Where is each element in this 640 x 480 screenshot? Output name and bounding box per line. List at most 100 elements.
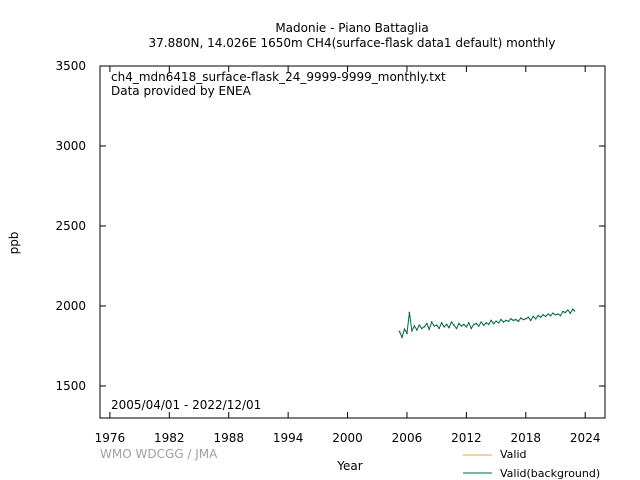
data-point	[567, 309, 569, 311]
data-point	[542, 314, 544, 316]
data-point	[557, 313, 559, 315]
data-point	[475, 322, 478, 325]
data-point	[527, 316, 530, 319]
data-point	[552, 312, 554, 315]
data-point	[547, 313, 549, 315]
data-point	[534, 318, 537, 320]
data-point	[465, 326, 468, 328]
y-tick-label: 3000	[55, 139, 86, 153]
data-point	[554, 314, 557, 316]
data-point	[455, 327, 458, 330]
data-point	[544, 315, 547, 318]
data-point	[532, 315, 534, 318]
y-tick-label: 1500	[55, 379, 86, 393]
date-range-annotation: 2005/04/01 - 2022/12/01	[111, 398, 261, 412]
data-point	[573, 310, 576, 312]
data-point	[507, 320, 510, 323]
data-point	[537, 314, 539, 317]
data-point	[480, 321, 483, 323]
x-axis-label: Year	[336, 459, 362, 473]
data-point	[562, 310, 564, 313]
data-point	[510, 318, 512, 320]
data-point	[463, 323, 465, 326]
data-point	[572, 308, 574, 311]
data-point	[406, 332, 408, 335]
data-point	[512, 319, 515, 322]
chart-subtitle: 37.880N, 14.026E 1650m CH4(surface-flask…	[149, 36, 556, 50]
data-point	[426, 322, 428, 325]
data-point	[525, 318, 527, 320]
data-point	[569, 312, 572, 315]
data-point	[401, 336, 403, 339]
data-point	[421, 327, 423, 330]
data-point	[505, 319, 507, 322]
data-point	[403, 328, 406, 331]
data-point	[559, 314, 562, 317]
data-point	[448, 326, 450, 329]
data-point	[433, 325, 436, 327]
data-point	[502, 321, 505, 323]
data-point	[497, 322, 500, 324]
data-point	[468, 322, 470, 324]
y-tick-label: 3500	[55, 59, 86, 73]
chart-title: Madonie - Piano Battaglia	[275, 21, 428, 35]
y-tick-label: 2500	[55, 219, 86, 233]
data-point	[539, 316, 542, 319]
x-tick-label: 1982	[154, 431, 185, 445]
data-point	[529, 319, 532, 322]
x-tick-label: 2012	[451, 431, 482, 445]
data-point	[438, 327, 440, 330]
data-point	[515, 318, 517, 321]
x-tick-label: 1988	[213, 431, 244, 445]
data-point	[443, 326, 445, 328]
data-point	[428, 328, 431, 331]
y-tick-label: 2000	[55, 299, 86, 313]
data-point	[458, 322, 460, 325]
legend: Valid Valid(background)	[463, 448, 600, 480]
data-point	[418, 324, 421, 327]
legend-label-background: Valid(background)	[500, 467, 600, 480]
y-axis-label: ppb	[7, 232, 21, 255]
wdcgg-credit: WMO WDCGG / JMA	[100, 447, 218, 461]
data-point	[430, 321, 433, 323]
file-name-annotation: ch4_mdn6418_surface-flask_24_9999-9999_m…	[111, 70, 446, 84]
data-point	[416, 329, 418, 331]
x-tick-label: 2006	[392, 431, 423, 445]
data-point	[517, 320, 520, 323]
y-axis: 1500 2000 2500 3000 3500	[55, 59, 605, 393]
data-point	[445, 323, 448, 326]
data-point	[482, 324, 485, 327]
data-point	[398, 330, 401, 333]
data-point	[460, 325, 463, 327]
data-point	[413, 325, 416, 327]
data-point	[564, 311, 567, 314]
data-point	[411, 330, 413, 332]
data-point	[490, 319, 492, 322]
data-point	[440, 322, 443, 324]
data-point	[549, 314, 552, 317]
x-tick-label: 2018	[511, 431, 542, 445]
data-point	[520, 317, 522, 319]
data-point	[408, 311, 411, 314]
data-point	[500, 318, 502, 321]
x-tick-label: 1994	[273, 431, 304, 445]
data-point	[423, 326, 426, 328]
data-point	[450, 321, 453, 323]
plot-frame	[99, 65, 606, 419]
data-point	[522, 318, 525, 321]
data-point	[478, 325, 480, 327]
data-point	[473, 323, 475, 326]
x-tick-label: 1976	[95, 431, 126, 445]
series-layer	[398, 308, 576, 339]
data-point	[470, 327, 473, 330]
data-point	[492, 322, 495, 325]
x-axis: 1976 1982 1988 1994 2000 2006 2012 2018 2024	[95, 66, 601, 445]
data-point	[485, 322, 488, 324]
data-point	[435, 324, 438, 327]
legend-label-valid: Valid	[500, 448, 527, 461]
x-tick-label: 2024	[570, 431, 601, 445]
x-tick-label: 2000	[332, 431, 363, 445]
data-point	[453, 324, 455, 327]
data-point	[487, 323, 490, 326]
